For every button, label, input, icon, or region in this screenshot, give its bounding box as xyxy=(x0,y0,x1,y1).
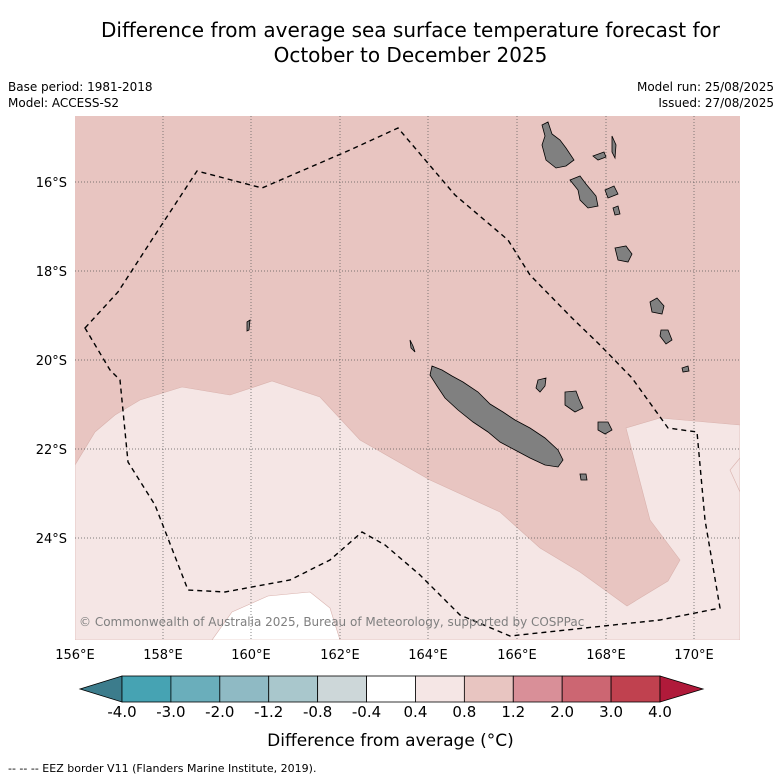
lat-labels: 16°S 18°S 20°S 22°S 24°S xyxy=(36,176,67,547)
lat-label: 18°S xyxy=(36,265,67,280)
colorbar-tick-label: 0.8 xyxy=(452,703,477,721)
colorbar-tick-label: -0.4 xyxy=(351,703,382,721)
lon-label: 160°E xyxy=(231,648,271,663)
run-info: Model run: 25/08/2025 Issued: 27/08/2025 xyxy=(637,79,774,111)
aneityum xyxy=(681,365,690,373)
colorbar-bin xyxy=(121,675,172,703)
colorbar-extend-low xyxy=(78,675,123,703)
lat-label: 22°S xyxy=(36,443,67,458)
map-area xyxy=(75,116,740,640)
colorbar-bin xyxy=(463,675,514,703)
chesterfield-islet xyxy=(246,319,251,332)
ambae xyxy=(592,151,607,161)
colorbar-tick-label: 4.0 xyxy=(648,703,672,721)
colorbar-bin xyxy=(170,675,221,703)
lon-label: 158°E xyxy=(143,648,183,663)
colorbar-bin xyxy=(268,675,319,703)
colorbar-tick-label: 3.0 xyxy=(599,703,623,721)
efate xyxy=(614,245,633,263)
colorbar-tick-label: -2.0 xyxy=(205,703,235,721)
colorbar-bin xyxy=(561,675,612,703)
malekula xyxy=(569,175,599,209)
colorbar-tick-label: 2.0 xyxy=(550,703,575,721)
colorbar-bin xyxy=(219,675,270,703)
map-title: Difference from average sea surface temp… xyxy=(40,18,781,68)
ouvea-island xyxy=(535,377,547,393)
colorbar-tick-label: -1.2 xyxy=(254,703,284,721)
espiritu-santo xyxy=(541,121,575,169)
colorbar-tick-label: -3.0 xyxy=(156,703,186,721)
eez-legend-note: -- -- -- EEZ border V11 (Flanders Marine… xyxy=(8,762,317,775)
tanna xyxy=(659,329,673,345)
lat-label: 20°S xyxy=(36,354,67,369)
maewo-pentecost xyxy=(611,135,617,160)
new-caledonia-main xyxy=(429,365,564,468)
isle-of-pines xyxy=(579,473,588,481)
colorbar xyxy=(78,675,705,703)
model-info: Base period: 1981-2018 Model: ACCESS-S2 xyxy=(8,79,153,111)
model-name: Model: ACCESS-S2 xyxy=(8,96,120,110)
copyright-text: © Commonwealth of Australia 2025, Bureau… xyxy=(79,615,584,629)
eez-border xyxy=(84,127,721,637)
lon-label: 164°E xyxy=(408,648,448,663)
lon-label: 168°E xyxy=(586,648,626,663)
colorbar-tick-label: -4.0 xyxy=(107,703,137,721)
lon-label: 162°E xyxy=(320,648,360,663)
lifou-island xyxy=(564,390,584,413)
lon-labels: 156°E 158°E 160°E 162°E 164°E 166°E 168°… xyxy=(55,648,714,663)
colorbar-extend-high xyxy=(659,675,705,703)
lat-label: 16°S xyxy=(36,176,67,191)
colorbar-bin xyxy=(415,675,465,703)
lon-label: 170°E xyxy=(674,648,714,663)
anomaly-patch-east xyxy=(729,457,740,493)
colorbar-tick-label: 1.2 xyxy=(501,703,526,721)
mare-island xyxy=(597,421,613,435)
lon-label: 166°E xyxy=(497,648,537,663)
lon-label: 156°E xyxy=(55,648,95,663)
issued-date: Issued: 27/08/2025 xyxy=(658,96,774,110)
model-run-date: Model run: 25/08/2025 xyxy=(636,80,774,94)
ambrym xyxy=(604,185,619,199)
title-line-1: Difference from average sea surface temp… xyxy=(100,18,720,42)
belep-islands xyxy=(409,339,416,353)
anomaly-region-low xyxy=(75,380,740,640)
colorbar-bin xyxy=(317,675,367,703)
base-period: Base period: 1981-2018 xyxy=(8,80,153,94)
colorbar-tick-label: 0.4 xyxy=(403,703,428,721)
colorbar-bin xyxy=(610,675,661,703)
colorbar-title: Difference from average (°C) xyxy=(267,731,514,751)
colorbar-bin xyxy=(366,675,416,703)
colorbar-bin xyxy=(512,675,563,703)
epi-island xyxy=(612,205,621,216)
colorbar-tick-label: -0.8 xyxy=(302,703,333,721)
land xyxy=(246,121,690,481)
neutral-region xyxy=(211,591,341,640)
erromango xyxy=(649,297,665,315)
title-line-2: October to December 2025 xyxy=(273,43,548,67)
lat-label: 24°S xyxy=(36,532,67,547)
graticule xyxy=(75,116,740,640)
